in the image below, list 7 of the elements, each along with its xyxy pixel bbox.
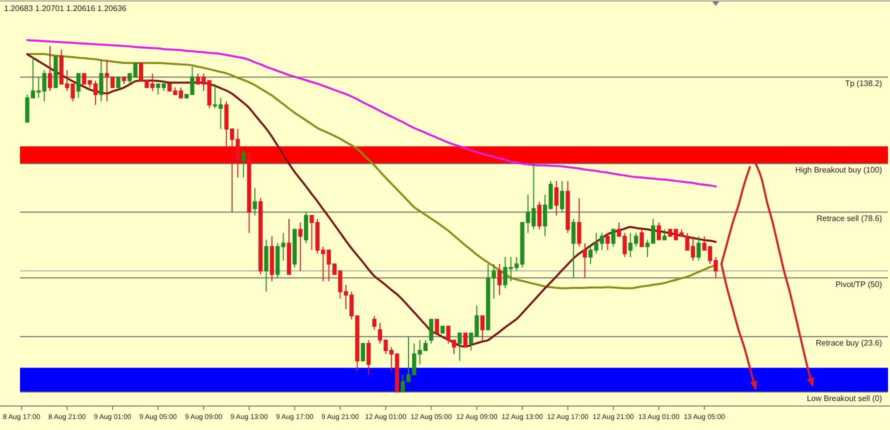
ref-line-label: Low Breakout sell (0) bbox=[806, 394, 882, 403]
ref-line-label: Retrace sell (78.6) bbox=[816, 214, 882, 224]
ref-line-label: High Breakout buy (100) bbox=[795, 166, 882, 175]
ref-line-label: Tp (138.2) bbox=[845, 79, 882, 88]
ref-line-label: Pivot/TP (50) bbox=[835, 280, 882, 289]
chart-title: 1.20683 1.20701 1.20616 1.20636 bbox=[4, 4, 127, 13]
ref-line-label: Retrace buy (23.6) bbox=[816, 338, 882, 348]
